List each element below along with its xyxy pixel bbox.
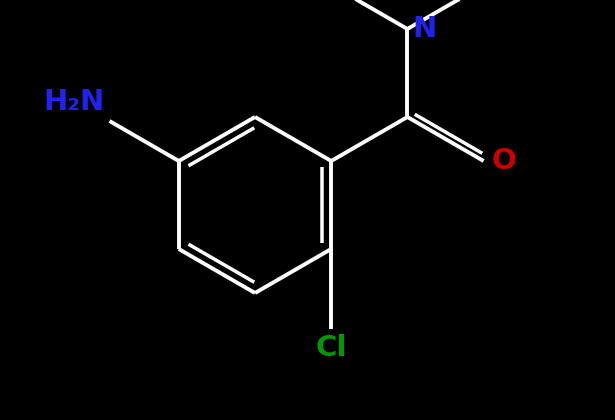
Text: H₂N: H₂N [43, 88, 105, 116]
Text: O: O [491, 147, 517, 175]
Text: Cl: Cl [315, 334, 347, 362]
Text: N: N [413, 15, 437, 43]
